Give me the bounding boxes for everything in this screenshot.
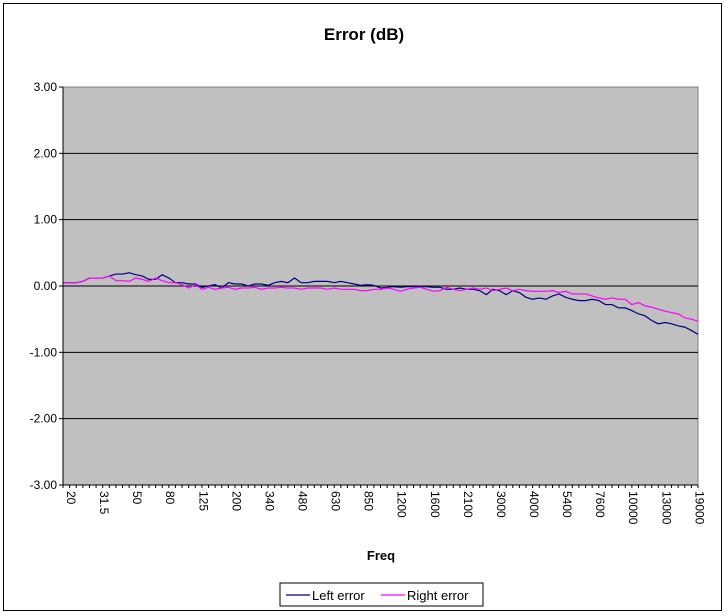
x-tick-label: 850: [362, 491, 376, 511]
axes: [59, 86, 699, 488]
legend-label-left-error: Left error: [312, 588, 365, 603]
y-tick-label: -3.00: [30, 478, 58, 492]
x-tick-label: 4000: [527, 491, 541, 518]
x-tick-label: 480: [296, 491, 310, 511]
x-tick-label: 3000: [494, 491, 508, 518]
series-line-left-error: [63, 272, 699, 335]
x-tick-label: 31.5: [97, 491, 111, 515]
x-tick-label: 13000: [659, 491, 673, 525]
y-tick-label: 3.00: [34, 80, 58, 94]
series-line-right-error: [63, 275, 699, 322]
x-tick-label: 2100: [461, 491, 475, 518]
x-tick-label: 125: [196, 491, 210, 511]
grid-lines: [63, 152, 698, 420]
x-tick-label: 10000: [626, 491, 640, 525]
y-tick-label: -1.00: [30, 345, 58, 359]
x-tick-label: 20: [64, 491, 78, 505]
legend-label-right-error: Right error: [407, 588, 469, 603]
x-tick-label: 1600: [428, 491, 442, 518]
legend: Left error Right error: [279, 582, 484, 607]
x-tick-label: 200: [229, 491, 243, 511]
x-tick-label: 5400: [560, 491, 574, 518]
y-tick-label: 0.00: [34, 279, 58, 293]
x-tick-label: 7600: [593, 491, 607, 518]
x-tick-labels: 20 31.5 50 80 125 200 340 480 630 850 1200 1600 2100…: [64, 491, 706, 525]
x-axis-label: Freq: [367, 548, 395, 563]
series-lines: [63, 272, 699, 335]
y-tick-label: 1.00: [34, 213, 58, 227]
y-tick-label: -2.00: [30, 412, 58, 426]
chart-title: Error (dB): [324, 25, 404, 44]
y-tick-labels: 3.00 2.00 1.00 0.00 -1.00 -2.00 -3.00: [30, 80, 58, 492]
x-tick-label: 80: [163, 491, 177, 505]
x-tick-label: 630: [329, 491, 343, 511]
x-tick-label: 340: [262, 491, 276, 511]
x-tick-label: 19000: [692, 491, 706, 525]
y-tick-label: 2.00: [34, 146, 58, 160]
x-tick-label: 50: [130, 491, 144, 505]
x-tick-label: 1200: [395, 491, 409, 518]
